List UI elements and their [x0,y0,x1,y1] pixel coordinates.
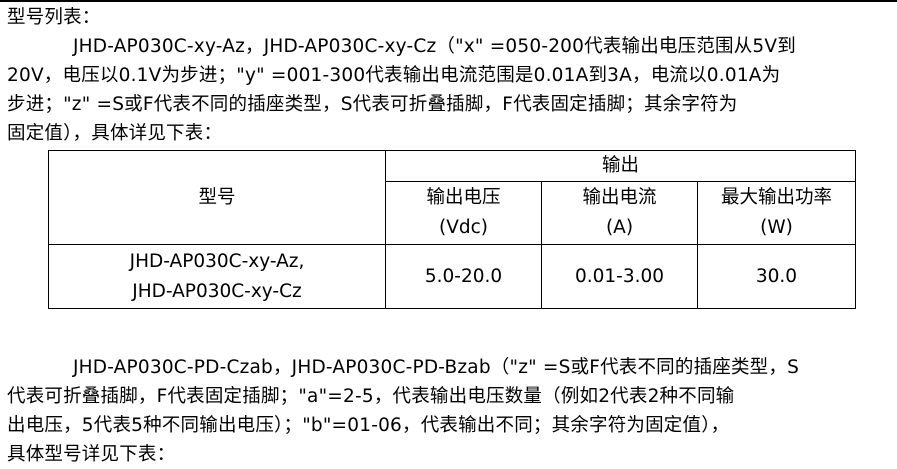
para2-line: 代表可折叠插脚，F代表固定插脚；"a"=2-5，代表输出电压数量（例如2代表2种… [7,386,735,407]
model-cell: JHD-AP030C-xy-Az, JHD-AP030C-xy-Cz [48,244,386,309]
model-header: 型号 [48,150,386,245]
para1-line: JHD-AP030C-xy-Az，JHD-AP030C-xy-Cz（"x" =0… [73,36,796,57]
current-cell: 0.01-3.00 [541,244,698,309]
output-header: 输出 [385,150,856,182]
model-table: 型号 输出 输出电压 (Vdc) 输出电流 (A) 最大输出功率 (W) JHD-AP… [48,150,856,309]
table-row: JHD-AP030C-xy-Az, JHD-AP030C-xy-Cz 5.0-20… [48,244,856,309]
current-header: 输出电流 (A) [541,181,698,245]
power-cell: 30.0 [697,244,856,309]
para1-line: 20V，电压以0.1V为步进；"y" =001-300代表输出电流范围是0.01… [7,65,781,86]
para1-line: 固定值），具体详见下表： [7,123,223,144]
para2-line: JHD-AP030C-PD-Czab，JHD-AP030C-PD-Bzab（"z… [73,357,800,378]
voltage-cell: 5.0-20.0 [385,244,542,309]
para1-line: 步进；"z" =S或F代表不同的插座类型，S代表可折叠插脚，F代表固定插脚；其余… [7,94,738,115]
power-header: 最大输出功率 (W) [697,181,856,245]
top-border [0,0,897,2]
para2-line: 出电压，5代表5种不同输出电压）；"b"=01-06，代表输出不同；其余字符为固… [7,415,730,436]
para2-line: 具体型号详见下表： [7,444,176,465]
voltage-header: 输出电压 (Vdc) [385,181,542,245]
section-heading: 型号列表： [7,7,101,28]
